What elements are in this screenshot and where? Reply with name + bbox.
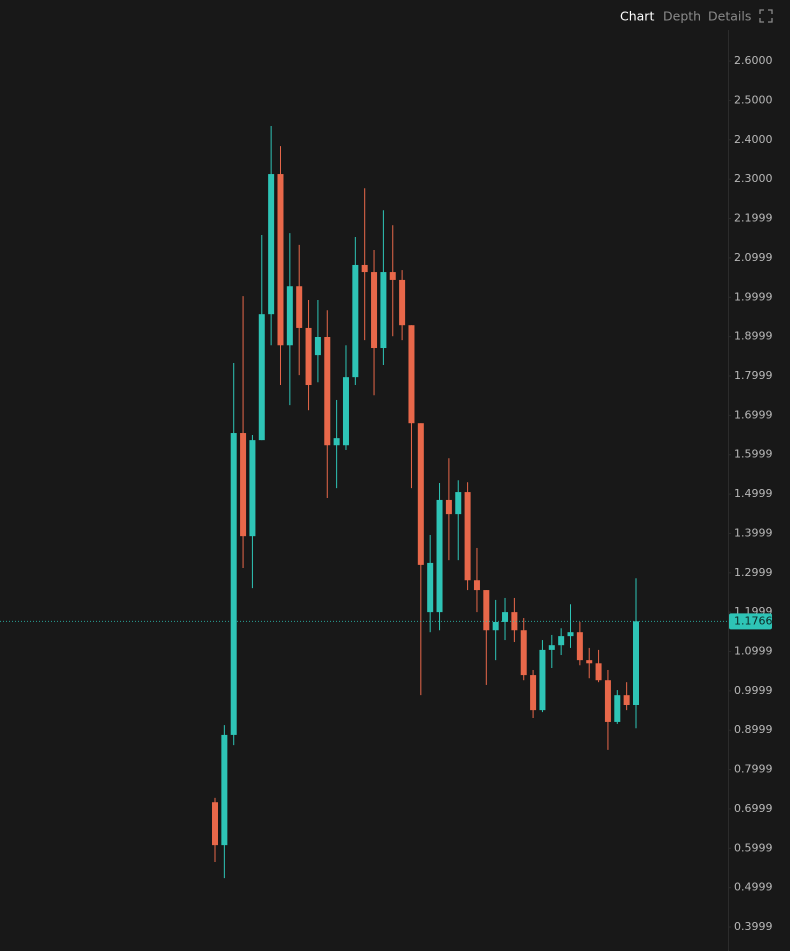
candle-body (389, 272, 396, 280)
y-tick-label: 1.8999 (734, 330, 773, 343)
last-price-label: 1.1766 (734, 614, 773, 627)
candle-body (399, 279, 406, 326)
candle-body (258, 314, 265, 441)
candle-body (558, 636, 565, 646)
candle-body (576, 632, 583, 661)
candle-body (230, 433, 237, 735)
candle-body (361, 264, 368, 273)
candle-body (464, 492, 471, 581)
fullscreen-icon[interactable] (759, 9, 773, 23)
y-tick-label: 2.1999 (734, 212, 773, 225)
candle-body (548, 645, 555, 650)
candle-body (520, 630, 527, 676)
last-price-badge (729, 613, 772, 630)
y-tick-label: 2.4000 (734, 133, 773, 146)
y-tick-label: 0.7999 (734, 763, 773, 776)
candle-body (567, 632, 574, 637)
candle-body (314, 337, 321, 356)
candle-body (595, 663, 602, 681)
y-tick-label: 1.3999 (734, 526, 773, 539)
candle-body (417, 423, 424, 565)
candle-body (539, 649, 546, 711)
candle-body (277, 174, 284, 346)
candle-body (249, 440, 256, 537)
candle-body (483, 590, 490, 631)
y-tick-label: 1.4999 (734, 487, 773, 500)
candle-body (324, 337, 331, 446)
y-tick-label: 2.3000 (734, 172, 773, 185)
candle-body (408, 325, 415, 424)
y-tick-label: 1.5999 (734, 448, 773, 461)
candle-body (614, 695, 621, 722)
tab[interactable]: Details (708, 9, 751, 24)
y-tick-label: 0.8999 (734, 723, 773, 736)
candle-body (623, 695, 630, 706)
candle-body (436, 499, 443, 613)
candle-body (445, 499, 452, 515)
candle-body (473, 580, 480, 591)
candle-body (296, 286, 303, 328)
y-tick-label: 1.2999 (734, 566, 773, 579)
tab-bar: Chart Depth Details (620, 9, 773, 24)
y-tick-label: 1.9999 (734, 290, 773, 303)
y-tick-label: 0.3999 (734, 920, 773, 933)
candle-body (240, 433, 247, 537)
candle-body (342, 377, 349, 446)
candle-body (333, 438, 340, 446)
y-tick-label: 0.5999 (734, 841, 773, 854)
candle-body (221, 734, 228, 846)
candle-body (286, 286, 293, 346)
candle-body (604, 680, 611, 722)
y-tick-label: 1.0999 (734, 645, 773, 658)
candle-body (305, 327, 312, 386)
y-tick-label: 2.0999 (734, 251, 773, 264)
y-tick-label: 1.6999 (734, 408, 773, 421)
candle-body (633, 621, 639, 706)
y-tick-label: 0.6999 (734, 802, 773, 815)
y-tick-label: 2.6000 (734, 54, 773, 67)
candle-body (352, 264, 359, 378)
candle-body (371, 272, 378, 349)
candle-body (212, 802, 218, 846)
candle-body (530, 675, 537, 711)
y-tick-label: 0.9999 (734, 684, 773, 697)
y-tick-label: 2.5000 (734, 93, 773, 106)
y-tick-label: 0.4999 (734, 881, 773, 894)
candle-body (380, 272, 387, 349)
candle-body (511, 612, 518, 631)
candle-body (455, 492, 462, 515)
tab[interactable]: Chart (620, 9, 654, 24)
candle-body (492, 621, 499, 631)
candle-body (427, 562, 434, 613)
candle-body (502, 612, 509, 622)
candle-body (586, 660, 593, 664)
tab[interactable]: Depth (663, 9, 701, 24)
candle-body (268, 174, 275, 315)
y-tick-label: 1.7999 (734, 369, 773, 382)
